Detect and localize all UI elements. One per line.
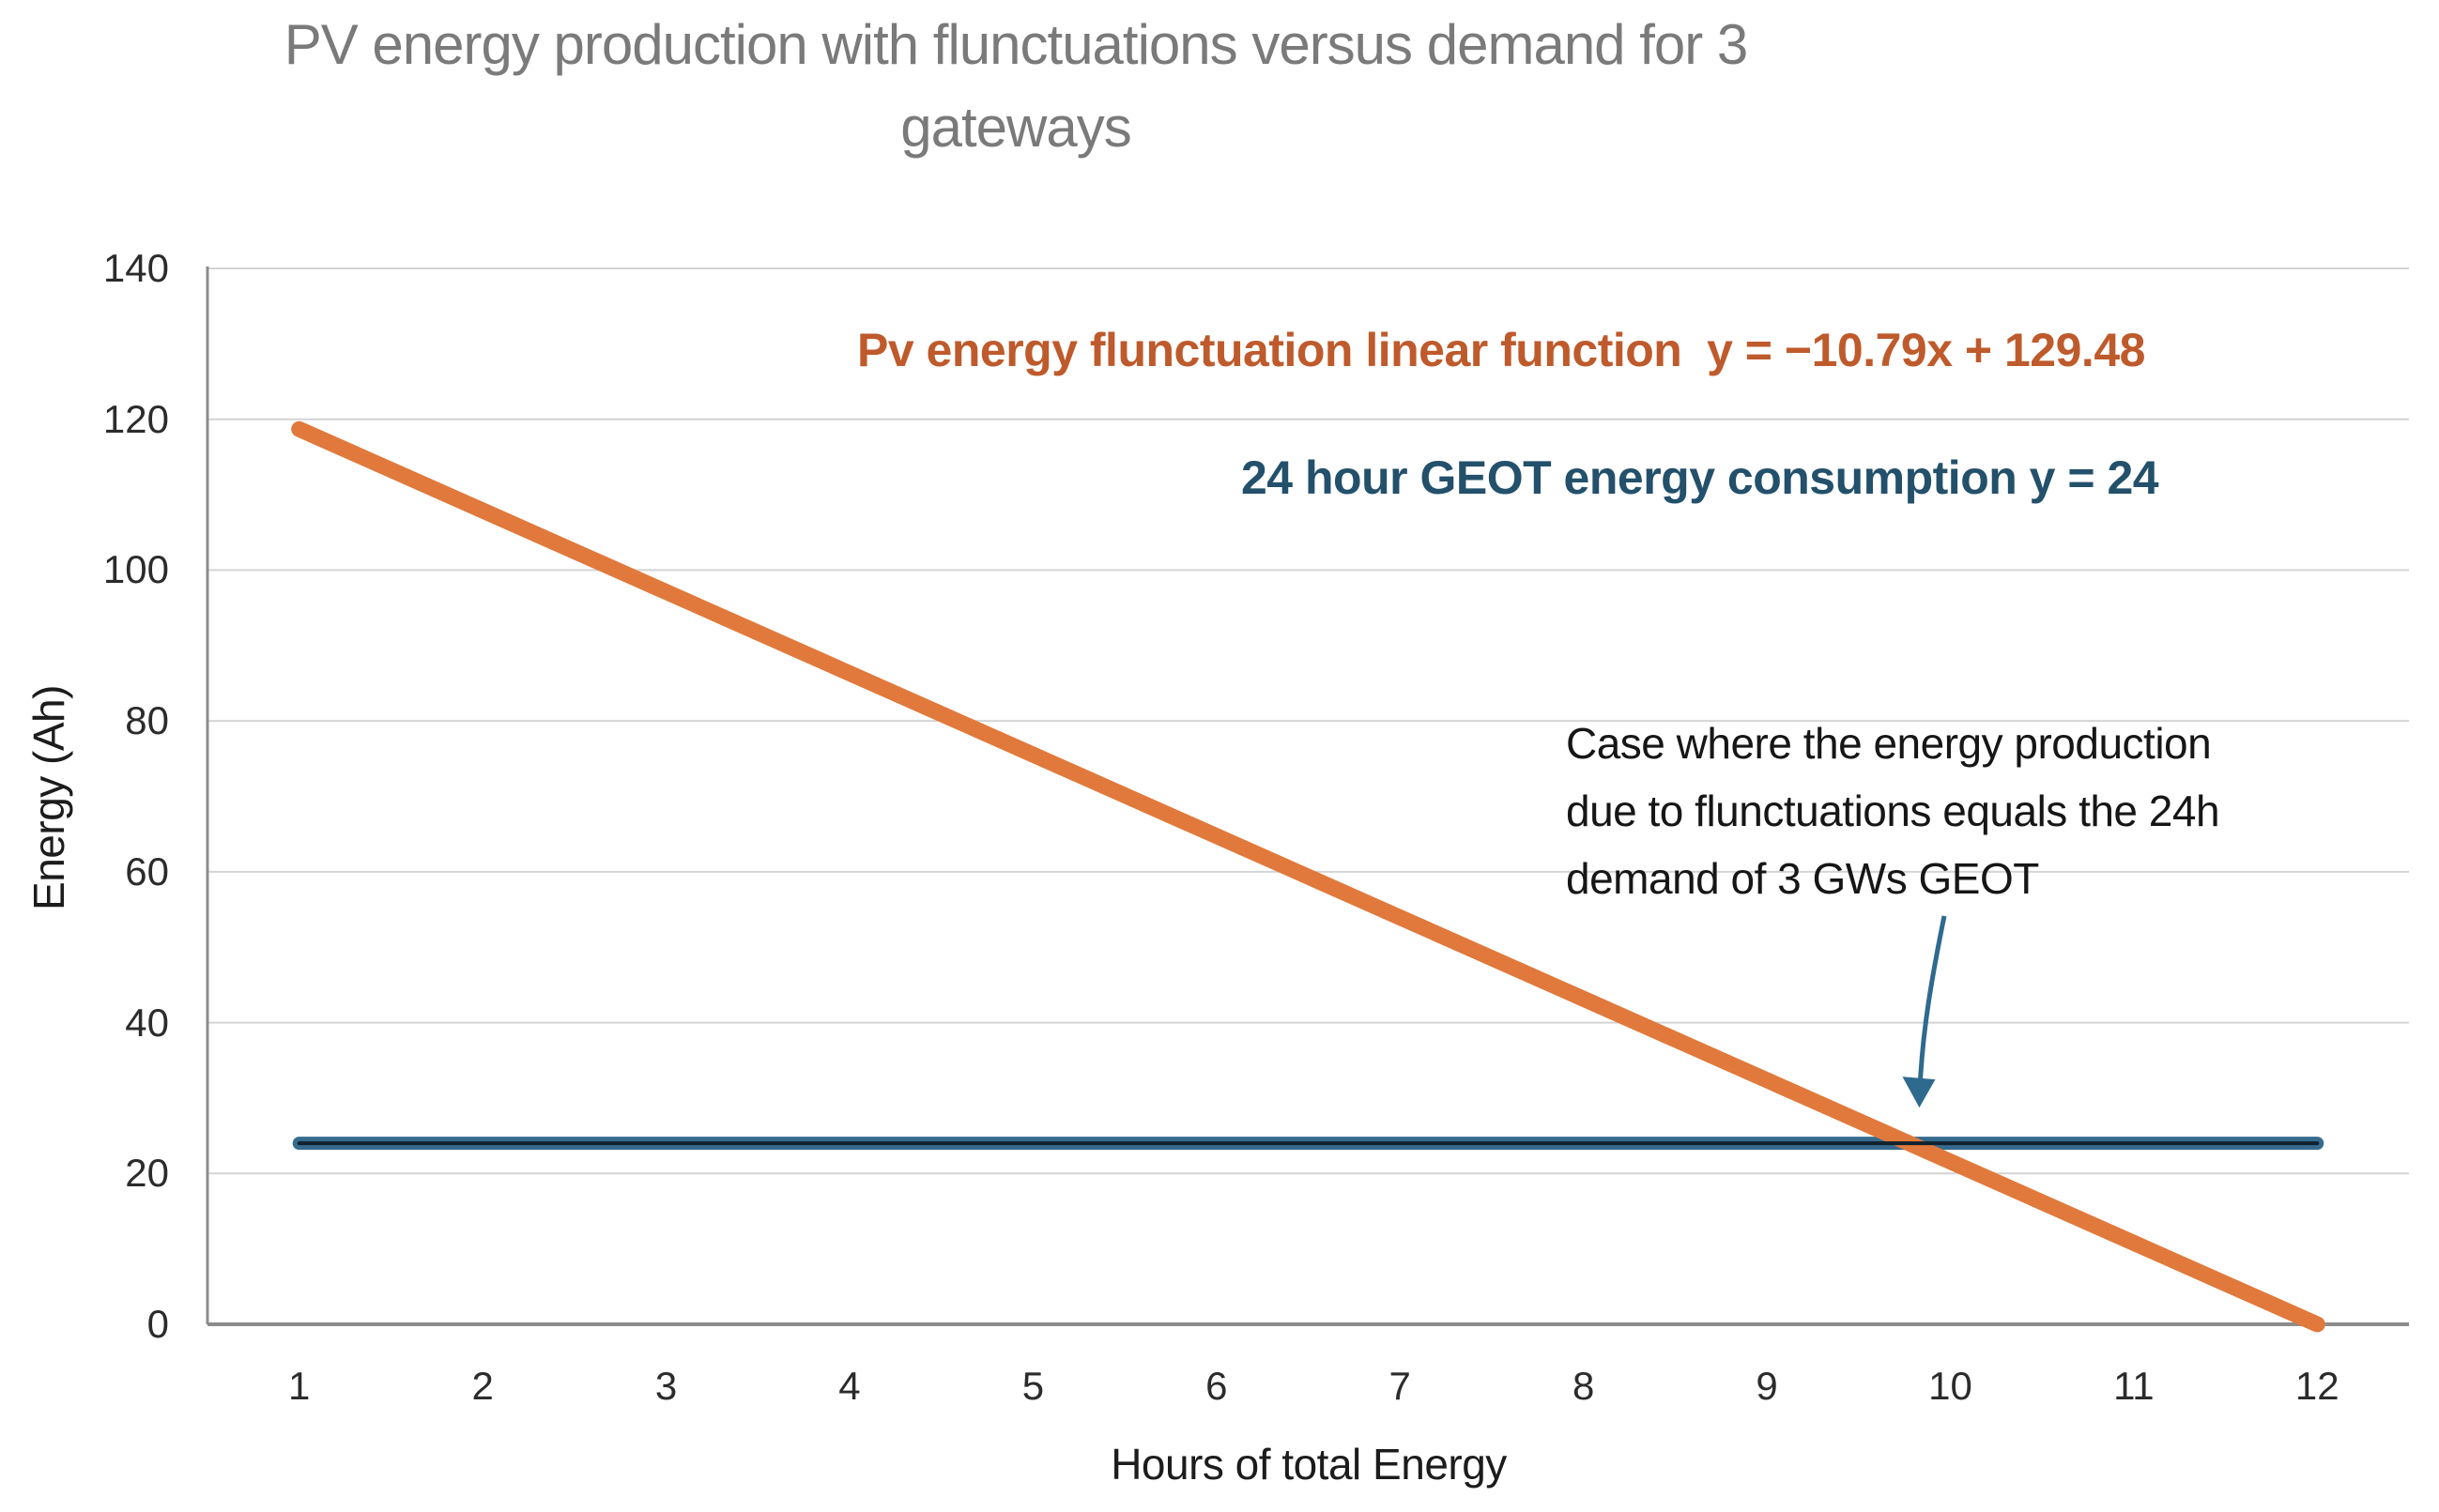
series-pv-line [291,420,2325,1333]
x-axis-tick-label: 2 [471,1364,494,1408]
x-axis-title: Hours of total Energy [1111,1440,1507,1489]
x-axis-tick-label: 7 [1388,1364,1411,1408]
annotation-line1: Case where the energy production [1566,719,2212,768]
annotation-line2: due to flunctuations equals the 24h [1566,787,2220,835]
y-axis-tick-label: 120 [102,396,169,441]
y-axis-tick-label: 60 [125,848,169,893]
y-axis-tick-label: 80 [125,698,169,743]
y-axis-tick-label: 20 [125,1151,169,1196]
x-axis-tick-label: 12 [2294,1364,2339,1408]
x-axis-tick-label: 11 [2113,1364,2155,1408]
x-axis-tick-label: 4 [838,1364,861,1408]
x-axis-tick-label: 5 [1021,1364,1045,1408]
x-axis-tick-label: 9 [1756,1364,1778,1408]
x-axis-tick-label: 10 [1928,1364,1972,1408]
x-axis-tick-label: 3 [654,1364,678,1408]
y-axis-title: Energy (Ah) [24,685,73,910]
x-axis-tick-label: 8 [1572,1364,1595,1408]
y-axis-tick-label: 40 [125,1000,169,1045]
annotation-arrowhead [1902,1077,1936,1108]
y-axis-tick-label: 140 [102,246,169,290]
geot-series-label: 24 hour GEOT energy consumption y = 24 [1241,451,2159,504]
chart-title: PV energy production with flunctuations … [284,4,1749,169]
annotation-arrow [1917,915,1947,1082]
annotation-line3: demand of 3 GWs GEOT [1566,854,2039,903]
chart-title-line2: gateways [900,96,1131,159]
y-axis-tick-label: 100 [102,547,169,592]
chart-title-line1: PV energy production with flunctuations … [284,13,1749,76]
y-axis-tick-label: 0 [146,1302,169,1346]
pv-series-label: Pv energy flunctuation linear function y… [857,324,2145,376]
x-axis-tick-label: 6 [1205,1364,1228,1408]
x-axis-tick-label: 1 [288,1364,311,1408]
annotation-text: Case where the energy production due to … [1566,710,2220,912]
